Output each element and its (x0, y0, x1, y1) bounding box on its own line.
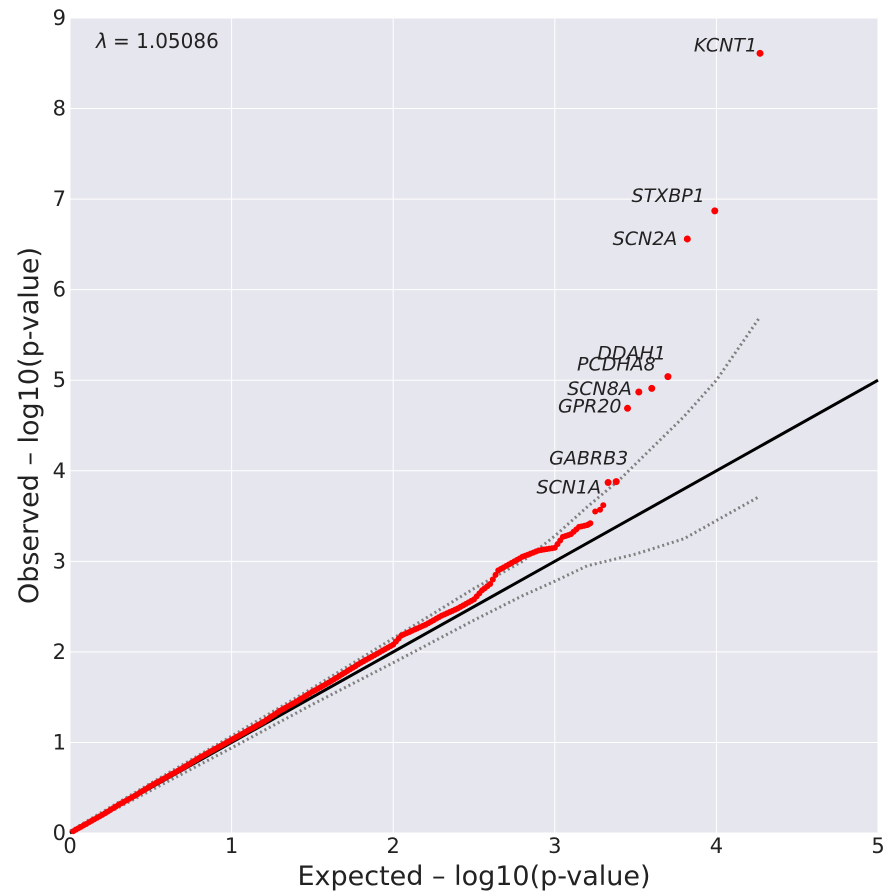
data-point (492, 571, 499, 578)
gene-point (683, 235, 691, 243)
gene-point (756, 49, 764, 57)
y-tick-label: 6 (53, 278, 66, 302)
gene-point (612, 478, 620, 486)
y-tick-label: 1 (53, 730, 66, 754)
plot-background (70, 18, 878, 833)
gene-label: SCN2A (613, 228, 678, 250)
data-point (587, 520, 594, 527)
y-tick-label: 7 (53, 187, 66, 211)
confidence-bands (69, 315, 762, 835)
gene-label: SCN1A (536, 477, 601, 499)
y-tick-label: 5 (53, 368, 66, 392)
data-point (487, 580, 494, 587)
x-tick-label: 4 (710, 834, 723, 858)
x-tick-label: 3 (548, 834, 561, 858)
gene-label: STXBP1 (632, 185, 705, 207)
gridlines (69, 17, 879, 834)
tick-labels: 0 1 2 3 4 5 0 1 2 3 4 5 6 7 8 9 (53, 6, 884, 858)
gene-label: GABRB3 (549, 448, 628, 470)
data-point (600, 502, 607, 509)
y-tick-label: 0 (53, 821, 66, 845)
lambda-symbol: λ (95, 29, 108, 53)
gene-point (664, 373, 672, 381)
data-point (597, 506, 604, 513)
y-tick-label: 4 (53, 459, 66, 483)
confidence-lower-line (69, 494, 761, 835)
y-tick-label: 9 (53, 6, 66, 30)
x-tick-label: 5 (871, 834, 884, 858)
confidence-upper-line (69, 315, 762, 833)
x-tick-label: 0 (63, 834, 76, 858)
y-tick-label: 3 (53, 549, 66, 573)
lambda-value: = 1.05086 (113, 29, 219, 53)
x-tick-label: 1 (225, 834, 238, 858)
y-tick-label: 8 (53, 97, 66, 121)
data-points (70, 49, 764, 835)
y-axis-title: Observed – log10(p-value) (14, 247, 45, 604)
gene-point (648, 384, 656, 392)
x-axis-title: Expected – log10(p-value) (297, 861, 650, 892)
y-tick-label: 2 (53, 640, 66, 664)
gene-label: SCN8A (567, 378, 632, 400)
gene-label: PCDHA8 (577, 353, 656, 375)
data-point (489, 576, 496, 583)
gene-label: GPR20 (558, 395, 622, 417)
data-point (592, 508, 599, 515)
gene-point (635, 388, 643, 396)
gene-label: DDAH1 (597, 343, 666, 365)
gene-point (604, 479, 612, 487)
gene-point (624, 404, 632, 412)
gene-label: KCNT1 (694, 34, 757, 56)
gene-point (711, 207, 719, 215)
x-tick-label: 2 (387, 834, 400, 858)
